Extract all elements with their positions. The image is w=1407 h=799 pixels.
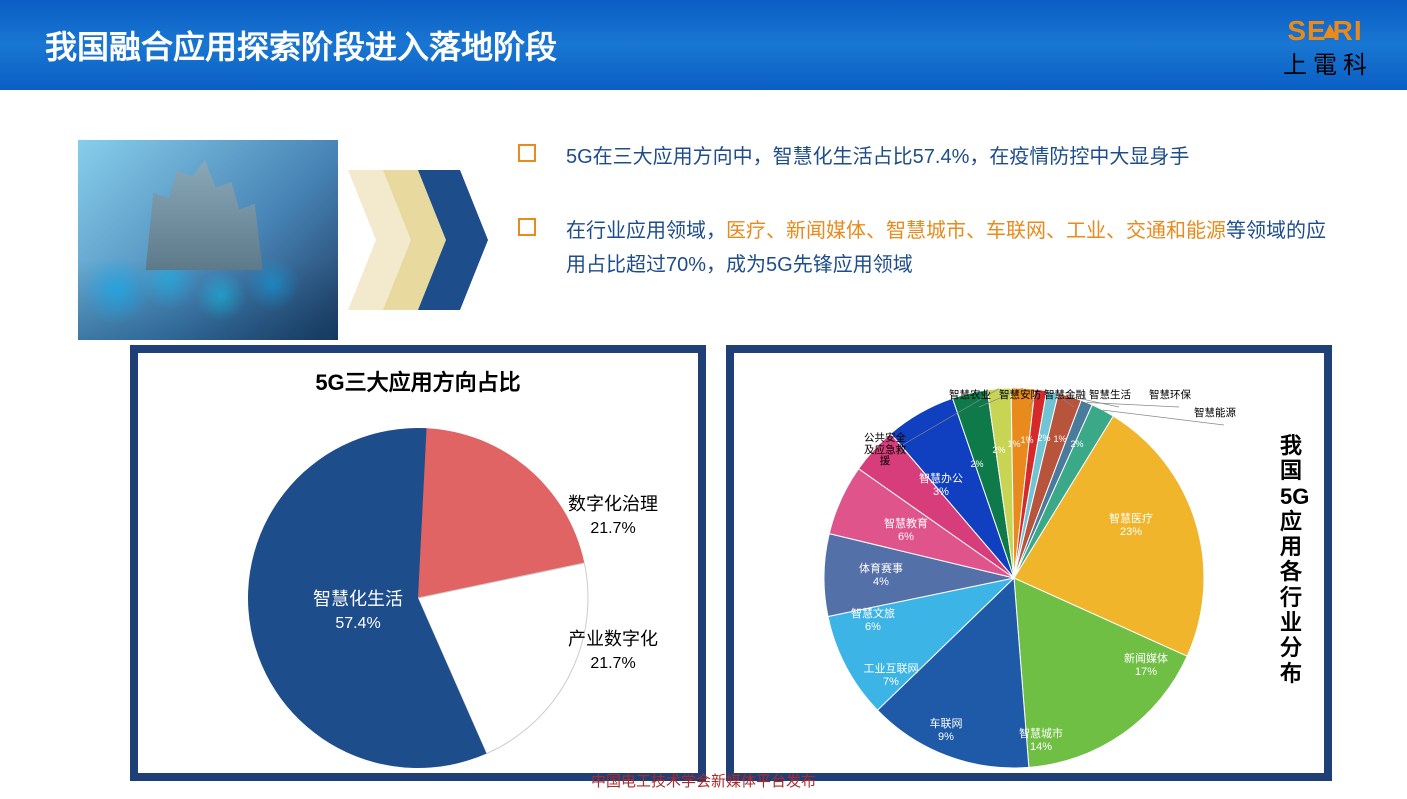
pie2-leader-label: 公共安全及应急救援 xyxy=(861,433,909,468)
pie2-slice-label: 体育赛事4% xyxy=(851,563,911,588)
page-title: 我国融合应用探索阶段进入落地阶段 xyxy=(45,22,557,68)
pie2-leader-label: 智慧能源 xyxy=(1191,408,1239,420)
charts-row: 5G三大应用方向占比 数字化治理21.7% 产业数字化21.7% 智慧化生活57.4… xyxy=(130,345,1407,781)
pie2-leader-label: 智慧生活 xyxy=(1086,390,1134,402)
pie1-label: 智慧化生活57.4% xyxy=(313,588,403,635)
pie2-slice-label: 车联网9% xyxy=(916,718,976,743)
pie2-slice-label: 新闻媒体17% xyxy=(1116,653,1176,678)
pie1-label: 数字化治理21.7% xyxy=(568,493,658,540)
pie2-slice-label: 智慧文旅6% xyxy=(843,608,903,633)
pie2-leader-label: 智慧环保 xyxy=(1146,390,1194,402)
bullet-2-text: 在行业应用领域，医疗、新闻媒体、智慧城市、车联网、工业、交通和能源等领域的应用占… xyxy=(566,214,1327,282)
footer-text: 中国电工技术学会新媒体平台发布 xyxy=(0,770,1407,791)
pie2-slice-label: 智慧医疗23% xyxy=(1101,513,1161,538)
bullet-2: 在行业应用领域，医疗、新闻媒体、智慧城市、车联网、工业、交通和能源等领域的应用占… xyxy=(518,214,1327,282)
square-icon xyxy=(518,144,536,162)
pie2-slice-label: 智慧城市14% xyxy=(1011,728,1071,753)
pie2-leader-label: 智慧安防 xyxy=(996,390,1044,402)
logo-text-bottom: 上 電 科 xyxy=(1283,45,1367,80)
pie1-svg xyxy=(228,413,608,783)
pie2-card: 我国5G 应用各行业分布 智慧医疗23% 新闻媒体17% 智慧城市14% 车联网9% 工… xyxy=(726,345,1332,781)
square-icon xyxy=(518,218,536,236)
pie2-leader-label: 智慧金融 xyxy=(1041,390,1089,402)
pie1-title: 5G三大应用方向占比 xyxy=(138,365,698,397)
intro-row: 5G在三大应用方向中，智慧化生活占比57.4%，在疫情防控中大显身手 在行业应用… xyxy=(78,140,1407,340)
pie2-slice-label: 工业互联网7% xyxy=(861,663,921,688)
city-thumbnail xyxy=(78,140,338,340)
pie2-slice-label: 智慧办公3% xyxy=(911,473,971,498)
bullet-1-text: 5G在三大应用方向中，智慧化生活占比57.4%，在疫情防控中大显身手 xyxy=(566,140,1189,174)
logo-text-top: SERI xyxy=(1283,15,1367,47)
header: 我国融合应用探索阶段进入落地阶段 SERI 上 電 科 xyxy=(0,0,1407,90)
pie1-card: 5G三大应用方向占比 数字化治理21.7% 产业数字化21.7% 智慧化生活57.4… xyxy=(130,345,706,781)
bullet-list: 5G在三大应用方向中，智慧化生活占比57.4%，在疫情防控中大显身手 在行业应用… xyxy=(518,140,1407,322)
chevron-graphic xyxy=(348,170,488,310)
pie2-title: 我国5G 应用各行业分布 xyxy=(1280,433,1306,686)
pie2-slice-pct: 2% xyxy=(964,459,990,469)
logo: SERI 上 電 科 xyxy=(1283,15,1367,80)
pie2-slice-label: 智慧教育6% xyxy=(876,518,936,543)
pie1-label: 产业数字化21.7% xyxy=(568,628,658,675)
bullet-1: 5G在三大应用方向中，智慧化生活占比57.4%，在疫情防控中大显身手 xyxy=(518,140,1327,174)
pie2-leader-label: 智慧农业 xyxy=(946,390,994,402)
pie2-slice-pct: 2% xyxy=(1064,439,1090,449)
